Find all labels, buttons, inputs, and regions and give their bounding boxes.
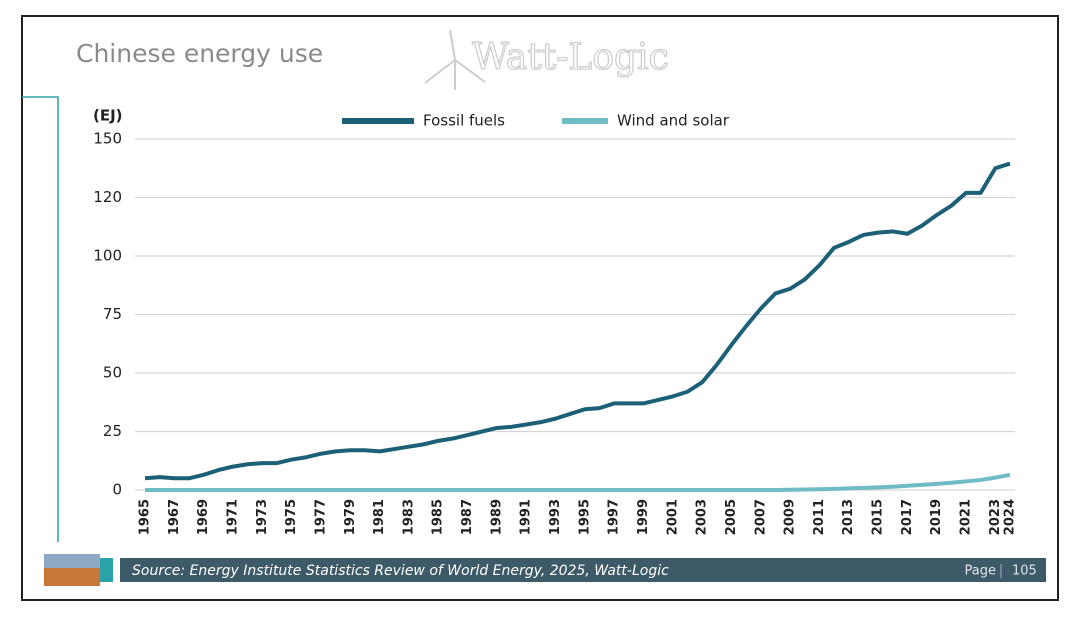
watermark-logo	[424, 29, 486, 90]
slide-frame	[21, 15, 1059, 601]
y-tick-label: 150	[93, 130, 122, 148]
x-tick-label: 1999	[636, 499, 651, 535]
x-tick-label: 2015	[871, 499, 886, 535]
x-tick-label: 2001	[665, 499, 680, 535]
y-tick-label: 120	[93, 188, 122, 206]
x-tick-label: 1981	[372, 499, 387, 535]
accent-line	[22, 96, 59, 542]
x-tick-label: 1975	[284, 499, 299, 535]
x-tick-label: 2003	[695, 499, 710, 535]
y-axis-label: (EJ)	[93, 107, 123, 125]
y-tick-label: 25	[103, 422, 122, 440]
y-tick-label: 100	[93, 247, 122, 265]
x-tick-label: 2019	[929, 499, 944, 535]
x-tick-label: 1967	[167, 499, 182, 535]
x-tick-label: 2007	[753, 499, 768, 535]
x-tick-label: 1997	[607, 499, 622, 535]
x-tick-label: 2011	[812, 499, 827, 535]
x-tick-label: 1991	[519, 499, 534, 535]
x-tick-label: 1979	[343, 499, 358, 535]
x-tick-label: 1985	[431, 499, 446, 535]
footer-thumbnail-sky	[44, 554, 100, 568]
legend-label: Wind and solar	[617, 112, 730, 130]
x-tick-label: 2005	[724, 499, 739, 535]
x-tick-label: 1971	[225, 499, 240, 535]
y-tick-label: 0	[112, 481, 122, 499]
x-tick-label: 2013	[841, 499, 856, 535]
y-tick-label: 75	[103, 305, 122, 323]
x-tick-label: 2009	[783, 499, 798, 535]
x-tick-label: 1977	[313, 499, 328, 535]
x-tick-label: 1983	[401, 499, 416, 535]
y-tick-label: 50	[103, 364, 122, 382]
page-label: Page	[965, 564, 996, 579]
page-number: 105	[1012, 564, 1037, 579]
x-tick-label: 1989	[489, 499, 504, 535]
x-tick-label: 2023	[988, 499, 1003, 535]
x-tick-label: 2024	[1003, 499, 1018, 535]
x-tick-label: 1965	[138, 499, 153, 535]
series-line	[145, 472, 1011, 492]
x-tick-label: 1987	[460, 499, 475, 535]
x-tick-label: 1969	[196, 499, 211, 535]
x-tick-label: 2021	[959, 499, 974, 535]
footer-source: Source: Energy Institute Statistics Revi…	[132, 563, 669, 579]
watermark: Watt-Logic	[472, 37, 669, 78]
x-tick-label: 1973	[255, 499, 270, 535]
x-tick-label: 1995	[577, 499, 592, 535]
x-tick-label: 2017	[900, 499, 915, 535]
footer-accent	[100, 558, 113, 582]
x-tick-label: 1993	[548, 499, 563, 535]
series-line	[144, 161, 1011, 481]
footer-bar	[120, 558, 1046, 582]
slide-title: Chinese energy use	[76, 39, 323, 68]
legend-label: Fossil fuels	[423, 112, 505, 130]
